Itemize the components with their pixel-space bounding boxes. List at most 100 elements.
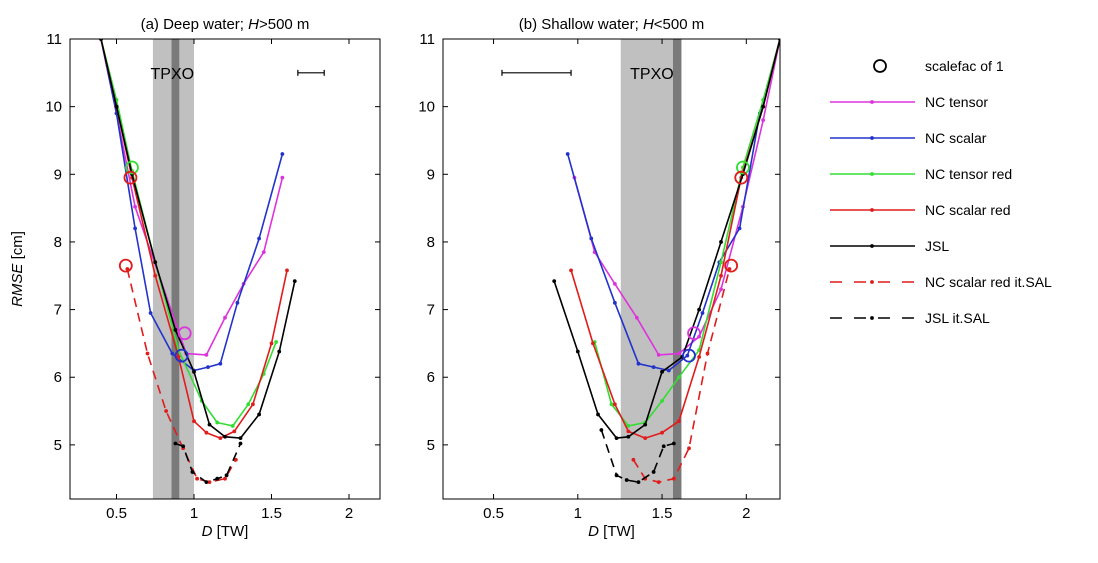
tpxo-band-1 [620,39,682,499]
legend-marker [873,59,887,73]
y-tick-label: 6 [427,369,435,386]
scalefac-marker-m-blue [682,348,696,363]
data-point [235,300,240,305]
data-point [636,480,641,484]
legend-point [870,136,874,140]
data-point [173,327,178,332]
legend-label: JSL it.SAL [925,310,990,326]
data-point [624,478,629,482]
series-jsl-itsal [599,428,676,484]
data-point [223,315,227,320]
data-point [280,152,285,156]
data-point [280,175,285,180]
scalefac-marker-m-red [123,170,138,185]
legend-item-jsl-itsal: JSL it.SAL [830,310,990,326]
data-point [204,480,209,484]
x-tick-label: 1 [190,505,198,522]
data-point [190,470,195,474]
data-point [719,240,723,244]
legend-point [870,316,874,320]
data-point [164,409,169,413]
data-point [705,351,710,356]
legend-point [870,244,874,248]
y-tick-label: 11 [419,31,435,48]
error-bar [297,69,325,76]
data-point [257,412,261,417]
data-point [761,104,766,109]
legend-item-tensor-red: NC tensor red [830,166,1012,182]
x-tick-label: 1.5 [261,505,282,522]
legend-item-marker: scalefac of 1 [873,58,1004,74]
y-tick-label: 5 [427,437,435,454]
legend-label: scalefac of 1 [925,58,1004,74]
data-point [148,311,153,315]
x-tick-label: 1.5 [652,505,673,522]
legend-item-jsl: JSL [830,238,949,254]
data-point [660,430,664,435]
data-point [626,424,631,428]
legend-point [870,208,874,212]
legend-item-scalar: NC scalar [830,130,987,146]
data-point [666,368,671,373]
legend-item-scalar-red: NC scalar red [830,202,1011,218]
data-point [677,375,681,380]
series-jsl-itsal [173,441,243,484]
data-point [677,351,681,356]
data-point [218,436,223,441]
data-point [687,446,691,451]
data-point [204,430,209,435]
data-point [727,267,732,271]
scalefac-marker-m-blue [174,348,189,363]
data-point [677,419,681,424]
legend-label: NC tensor red [925,166,1012,182]
data-point [614,473,619,478]
y-axis-label: RMSE [cm] [9,231,26,307]
data-point [636,361,641,366]
chart-panel-1: TPXO 0.5 1 1.5 2 5 6 7 8 9 10 11 (a) Deep water; H>5… [9,16,381,540]
series-scalar-red-itsal [631,267,732,484]
data-point [207,480,212,484]
data-point [224,473,229,478]
error-bar [501,69,572,76]
data-point [700,311,705,315]
data-point [661,444,666,449]
data-point [631,457,636,462]
data-point [261,250,266,254]
data-point [626,429,631,434]
data-point [238,441,243,446]
data-point [145,351,150,356]
scalefac-marker-m-green [736,160,750,175]
data-point [176,355,181,359]
data-point [626,434,631,439]
data-point [114,104,119,109]
data-point [195,476,200,481]
data-point [207,422,212,427]
plot-frame [69,38,381,500]
data-point [215,420,220,425]
data-point [719,260,723,265]
data-point [671,441,676,446]
data-point [591,341,595,346]
data-point [133,204,138,209]
legend-label: NC tensor [925,94,988,110]
y-tick-label: 6 [54,369,62,386]
data-point [565,152,570,156]
data-point [660,399,664,403]
data-point [719,273,723,278]
data-point [719,287,723,292]
y-tick-label: 8 [427,234,435,251]
data-point [153,260,158,265]
data-point [269,341,274,346]
data-point [575,349,580,354]
scalefac-marker-m-magenta [687,326,701,341]
data-point [133,226,138,231]
data-point [643,422,648,427]
legend-label: JSL [925,238,949,254]
data-point [153,273,158,278]
series-line [126,268,237,483]
data-point [233,457,238,462]
data-point [292,279,297,284]
y-tick-label: 10 [45,99,62,116]
x-tick-label: 2 [345,505,353,522]
